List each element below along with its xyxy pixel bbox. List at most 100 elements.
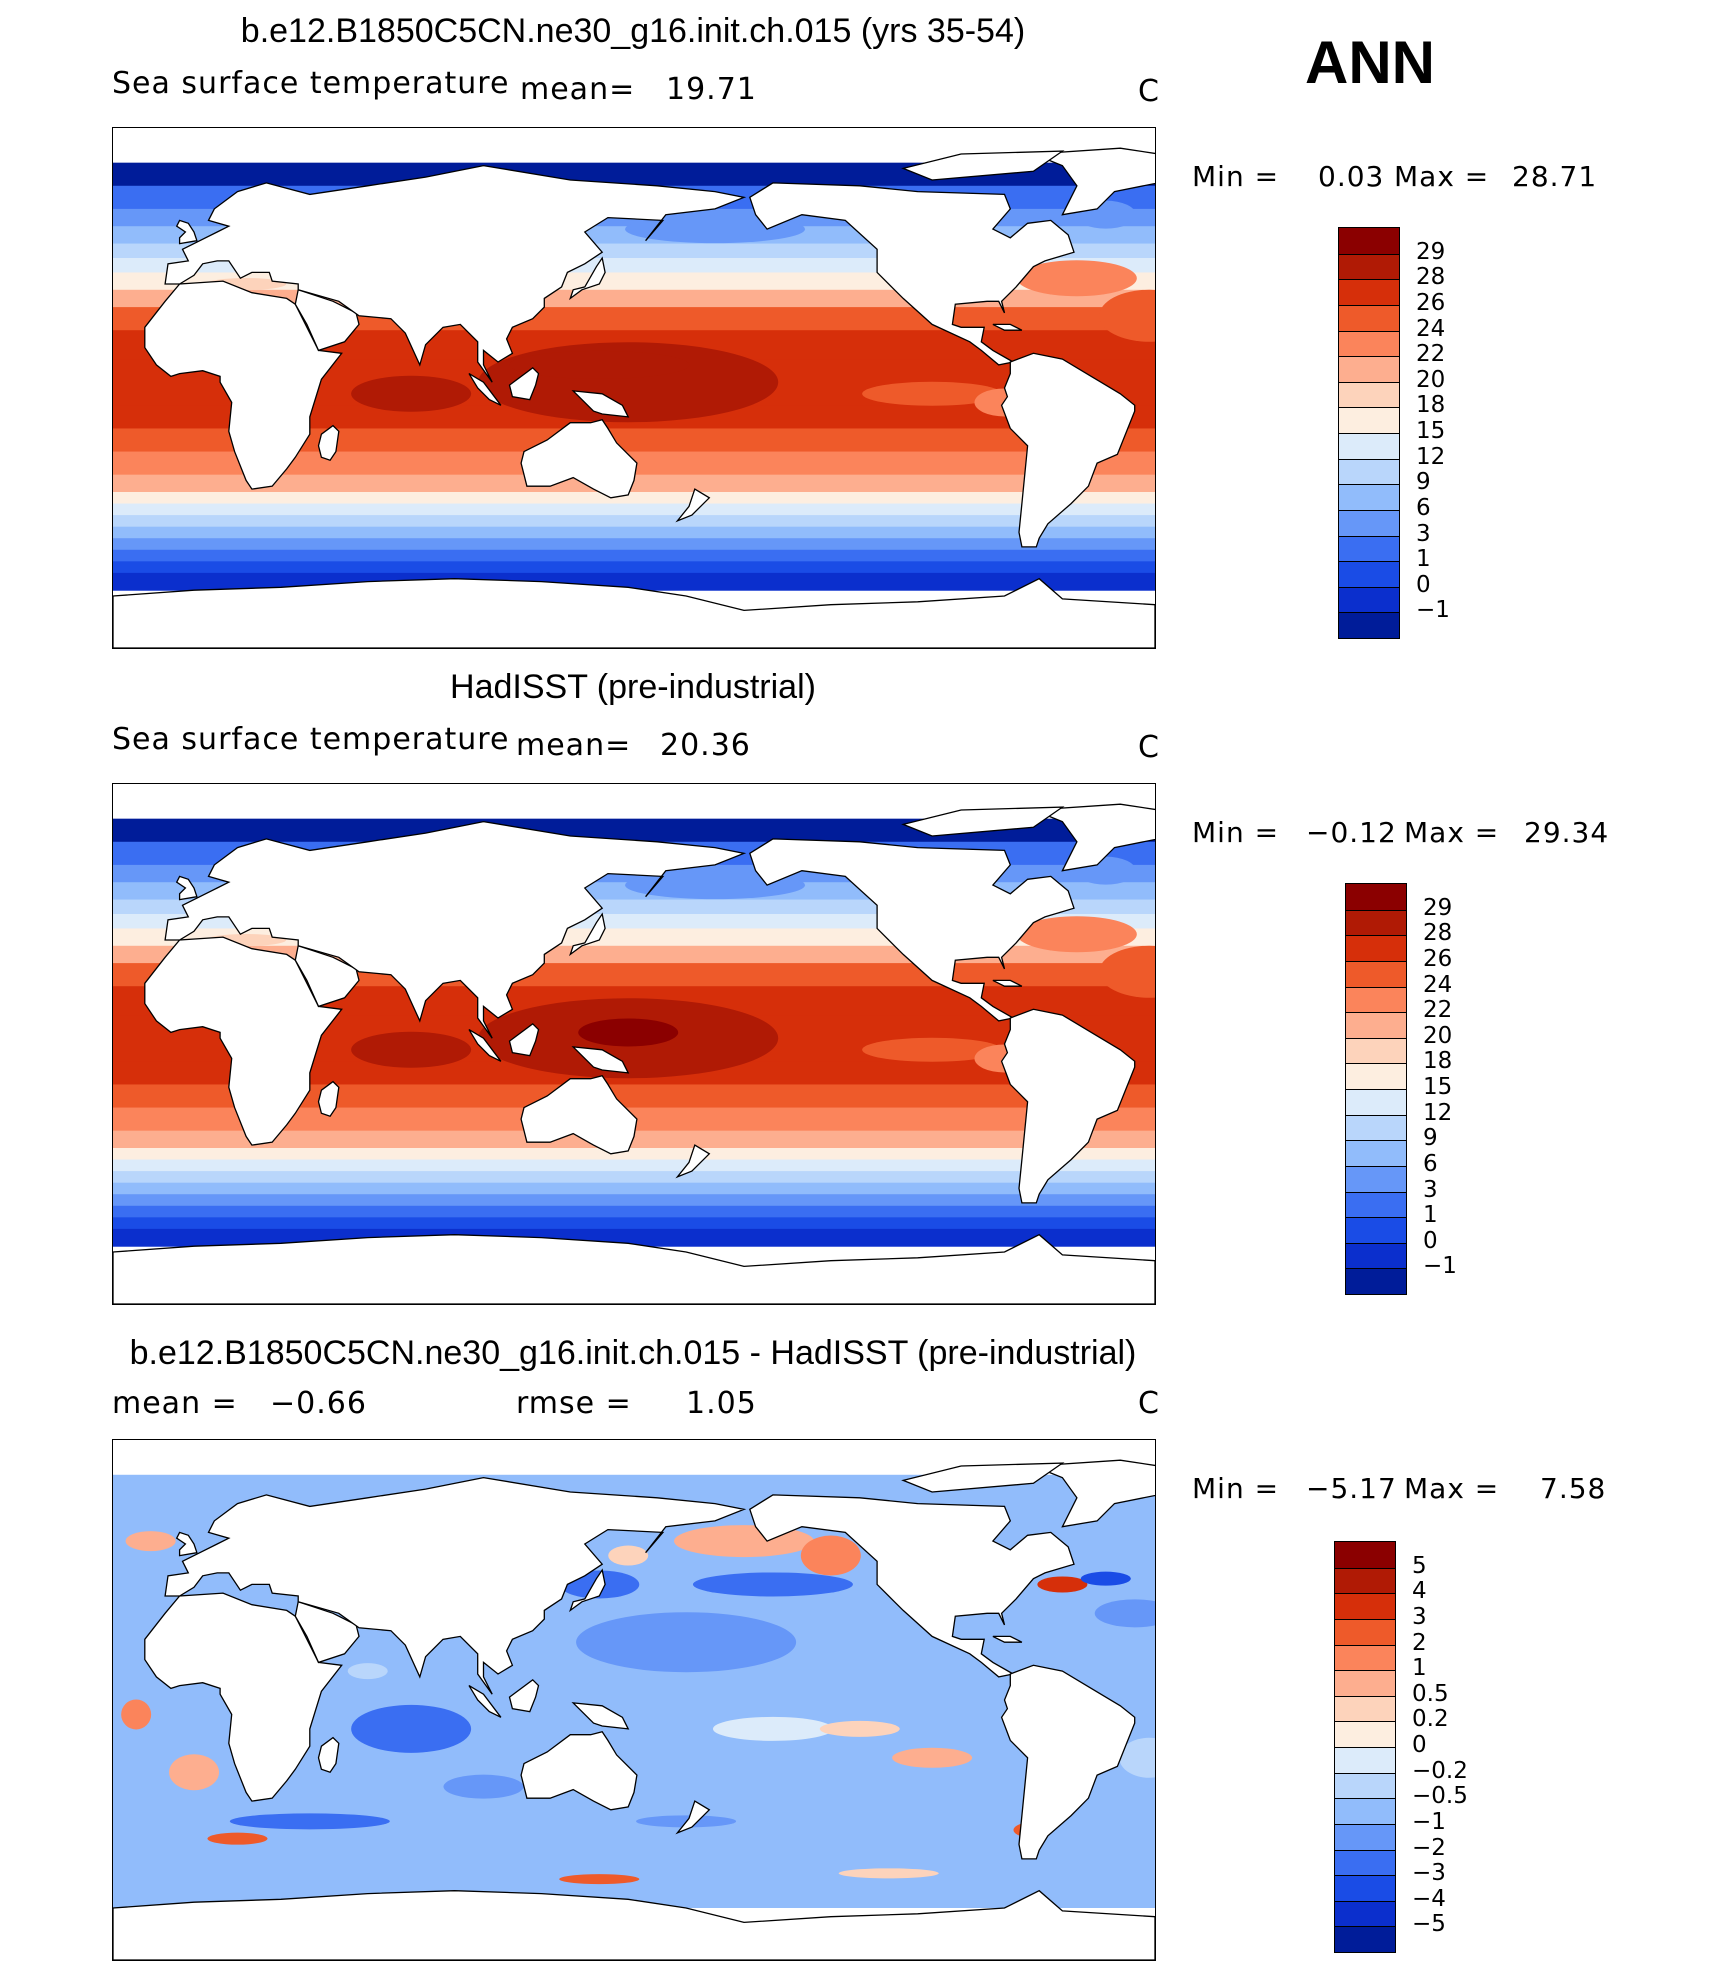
field-anomaly xyxy=(1016,260,1137,297)
land-polygon xyxy=(571,1046,630,1074)
land-polygon xyxy=(508,1678,540,1713)
panel-1-min-value: 0.03 xyxy=(1318,160,1385,193)
field-anomaly xyxy=(229,1813,390,1830)
field-cell xyxy=(113,1205,1155,1218)
panel-3-mean-label: mean = xyxy=(112,1386,238,1421)
panel-3-rmse-value: 1.05 xyxy=(686,1386,757,1421)
land-polygon xyxy=(317,1736,340,1773)
land-polygon xyxy=(901,150,1065,181)
colorbar-swatch xyxy=(1346,960,1406,987)
panel-1-title: b.e12.B1850C5CN.ne30_g16.init.ch.015 (yr… xyxy=(240,12,1026,50)
land-polygon xyxy=(144,936,343,1146)
colorbar-swatch xyxy=(1339,279,1399,305)
field-anomaly xyxy=(578,1018,679,1047)
panel-2-variable: Sea surface temperature xyxy=(112,722,510,757)
field-cell xyxy=(113,474,1155,493)
land-polygon xyxy=(1033,803,1155,872)
colorbar-tick-label: 20 xyxy=(1423,1022,1453,1049)
land-polygon xyxy=(1000,352,1136,548)
field-anomaly xyxy=(169,1754,220,1791)
field-anomaly xyxy=(608,1545,649,1566)
colorbar-tick-label: 22 xyxy=(1416,341,1446,368)
land-polygon xyxy=(675,1144,711,1179)
panel-3-max-label: Max = xyxy=(1404,1472,1500,1505)
colorbar-tick-label: 26 xyxy=(1423,945,1453,972)
land-polygon xyxy=(749,1494,1075,1678)
colorbar-tick-label: −1 xyxy=(1412,1808,1446,1835)
field-cell xyxy=(113,1130,1155,1149)
land-polygon xyxy=(113,1233,1155,1304)
colorbar-swatch xyxy=(1335,1926,1395,1952)
land-polygon xyxy=(294,288,360,352)
field-anomaly xyxy=(1099,945,1155,998)
colorbar-swatch xyxy=(1335,1618,1395,1645)
field-cell xyxy=(113,1171,1155,1184)
colorbar-tick-label: 0.5 xyxy=(1412,1680,1449,1707)
land-polygon xyxy=(164,164,747,383)
land-polygon xyxy=(749,838,1075,1022)
colorbar-tick-label: 4 xyxy=(1412,1578,1427,1605)
land-polygon xyxy=(992,323,1023,331)
colorbar-tick-label: 12 xyxy=(1423,1099,1453,1126)
field-anomaly xyxy=(351,1704,472,1753)
panel-1-mean-label: mean= xyxy=(520,72,636,107)
colorbar-swatch xyxy=(1335,1772,1395,1799)
colorbar-tick-label: 6 xyxy=(1416,494,1431,521)
colorbar-swatch xyxy=(1346,935,1406,961)
colorbar-tick-label: 12 xyxy=(1416,443,1446,470)
colorbar-swatch xyxy=(1335,1721,1395,1747)
colorbar-swatch xyxy=(1339,561,1399,587)
colorbar-tick-label: 0 xyxy=(1412,1732,1427,1758)
colorbar-swatch xyxy=(1346,1165,1406,1192)
colorbar-swatch xyxy=(1335,1849,1395,1876)
colorbar-swatch xyxy=(1339,612,1399,638)
field-cell xyxy=(113,561,1155,574)
field-anomaly xyxy=(892,1747,973,1768)
field-anomaly xyxy=(800,1535,861,1576)
colorbar-swatch xyxy=(1339,458,1399,485)
land-polygon xyxy=(175,219,198,245)
colorbar-swatch xyxy=(1339,253,1399,280)
colorbar-swatch xyxy=(1339,304,1399,331)
colorbar-swatch xyxy=(1346,1037,1406,1064)
panel-2-colorbar xyxy=(1345,883,1407,1295)
colorbar-swatch xyxy=(1335,1542,1395,1568)
field-cell xyxy=(113,526,1155,539)
colorbar-tick-label: 29 xyxy=(1423,894,1453,921)
land-polygon xyxy=(992,1635,1023,1643)
land-polygon xyxy=(164,1476,747,1695)
colorbar-tick-label: −2 xyxy=(1412,1834,1446,1861)
land-polygon xyxy=(468,1029,502,1062)
colorbar-tick-label: 3 xyxy=(1416,520,1431,547)
field-cell xyxy=(113,492,1155,505)
land-polygon xyxy=(571,390,630,418)
panel-2-min-label: Min = xyxy=(1192,816,1280,849)
panel-1-colorbar xyxy=(1338,227,1400,639)
land-polygon xyxy=(901,1462,1065,1493)
colorbar-tick-label: −3 xyxy=(1412,1860,1446,1887)
colorbar-swatch xyxy=(1346,1140,1406,1166)
field-anomaly xyxy=(838,1868,939,1879)
land-polygon xyxy=(675,488,711,523)
land-polygon xyxy=(294,1600,360,1664)
colorbar-tick-label: −0.2 xyxy=(1412,1757,1468,1784)
panel-3-units: C xyxy=(1138,1386,1160,1421)
land-polygon xyxy=(113,1889,1155,1960)
panel-3-max-value: 7.58 xyxy=(1540,1472,1607,1505)
field-anomaly xyxy=(576,1612,797,1673)
colorbar-tick-label: 24 xyxy=(1423,971,1453,998)
colorbar-swatch xyxy=(1335,1823,1395,1850)
land-polygon xyxy=(1000,1664,1136,1860)
field-cell xyxy=(113,1182,1155,1195)
land-polygon xyxy=(569,1568,606,1613)
land-polygon xyxy=(901,806,1065,837)
colorbar-swatch xyxy=(1339,509,1399,536)
field-cell xyxy=(113,1159,1155,1172)
colorbar-swatch xyxy=(1339,433,1399,459)
colorbar-swatch xyxy=(1335,1900,1395,1927)
field-cell xyxy=(113,428,1155,453)
panel-2-mean-value: 20.36 xyxy=(660,728,751,763)
colorbar-tick-label: 6 xyxy=(1423,1150,1438,1177)
colorbar-tick-label: 0 xyxy=(1423,1227,1438,1254)
land-polygon xyxy=(1000,1008,1136,1204)
